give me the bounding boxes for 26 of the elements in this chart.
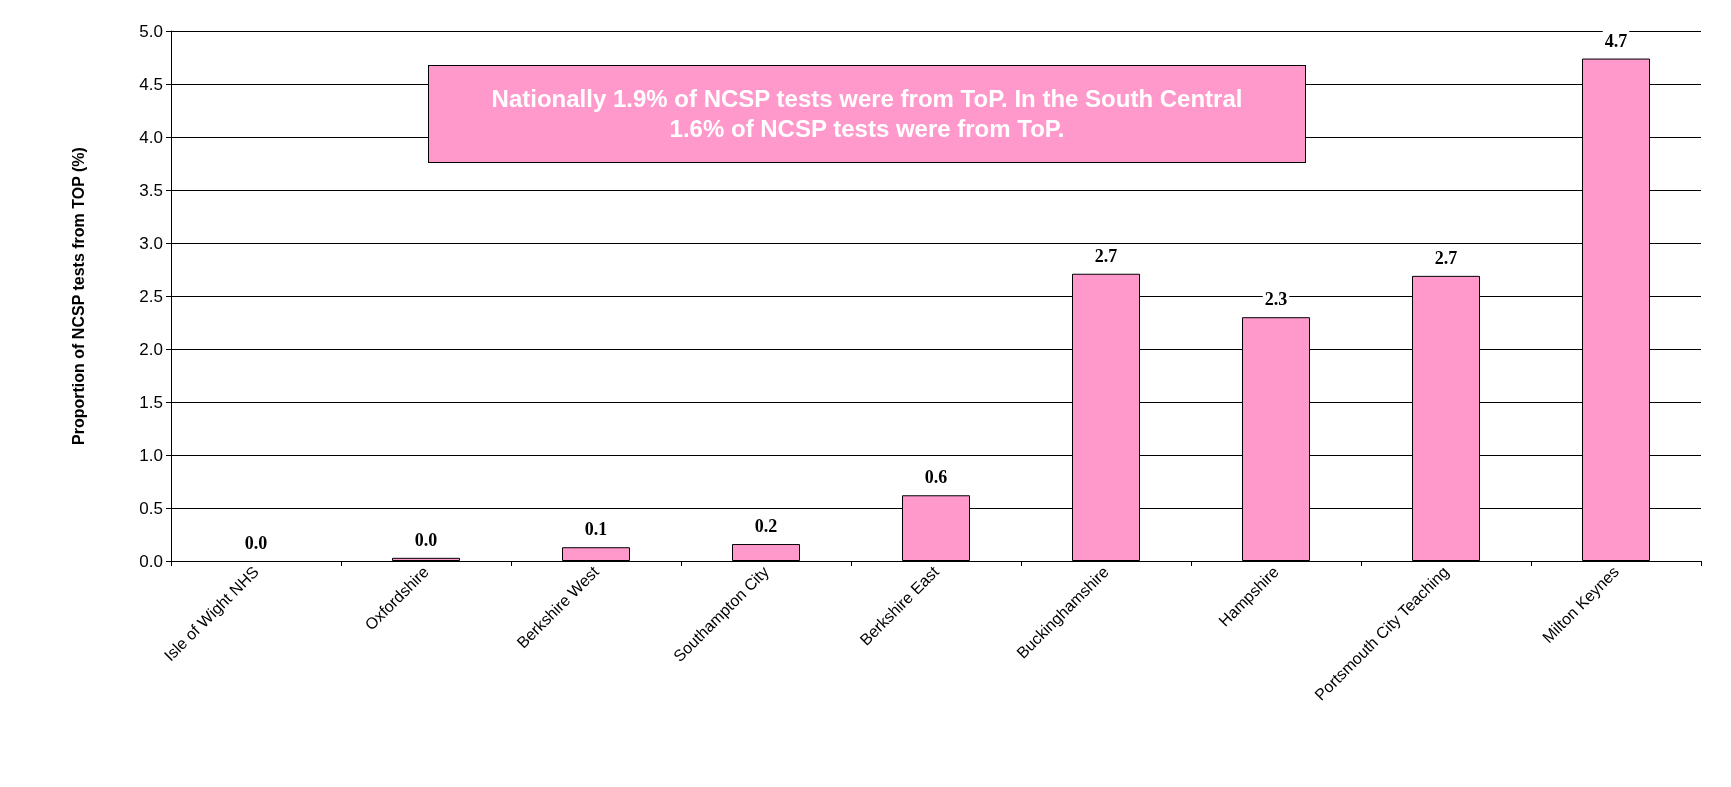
data-label: 0.2 — [754, 516, 778, 537]
bar — [392, 557, 460, 561]
data-label: 0.1 — [584, 519, 608, 540]
y-tick-label: 3.5 — [139, 180, 163, 200]
bar — [732, 544, 800, 561]
annotation: Nationally 1.9% of NCSP tests were from ToP. In the South Central 1.6% of NCSP tests were from ToP. — [490, 84, 1244, 144]
data-label: 2.3 — [1264, 289, 1288, 310]
y-tick-label: 0.5 — [139, 498, 163, 518]
y-tick-label: 3.0 — [139, 233, 163, 253]
y-tick-label: 1.5 — [139, 392, 163, 412]
bar — [562, 547, 630, 561]
data-label: 2.7 — [1434, 247, 1458, 268]
note-box: Nationally 1.9% of NCSP tests were from ToP. In the South Central 1.6% of NCSP tests were from ToP. — [428, 65, 1306, 163]
y-tick-label: 4.5 — [139, 74, 163, 94]
y-tick-label: 0.0 — [139, 551, 163, 571]
data-label: 0.6 — [924, 467, 948, 488]
y-tick-label: 2.0 — [139, 339, 163, 359]
y-tick-label: 5.0 — [139, 21, 163, 41]
data-label: 4.7 — [1604, 30, 1628, 51]
y-axis-title: Proportion of NCSP tests from TOP (%) — [69, 147, 87, 445]
data-label: 0.0 — [414, 529, 438, 550]
y-tick-label: 1.0 — [139, 445, 163, 465]
data-label: 2.7 — [1094, 245, 1118, 266]
y-tick-label: 2.5 — [139, 286, 163, 306]
y-tick-label: 4.0 — [139, 127, 163, 147]
data-label: 0.0 — [244, 533, 268, 553]
